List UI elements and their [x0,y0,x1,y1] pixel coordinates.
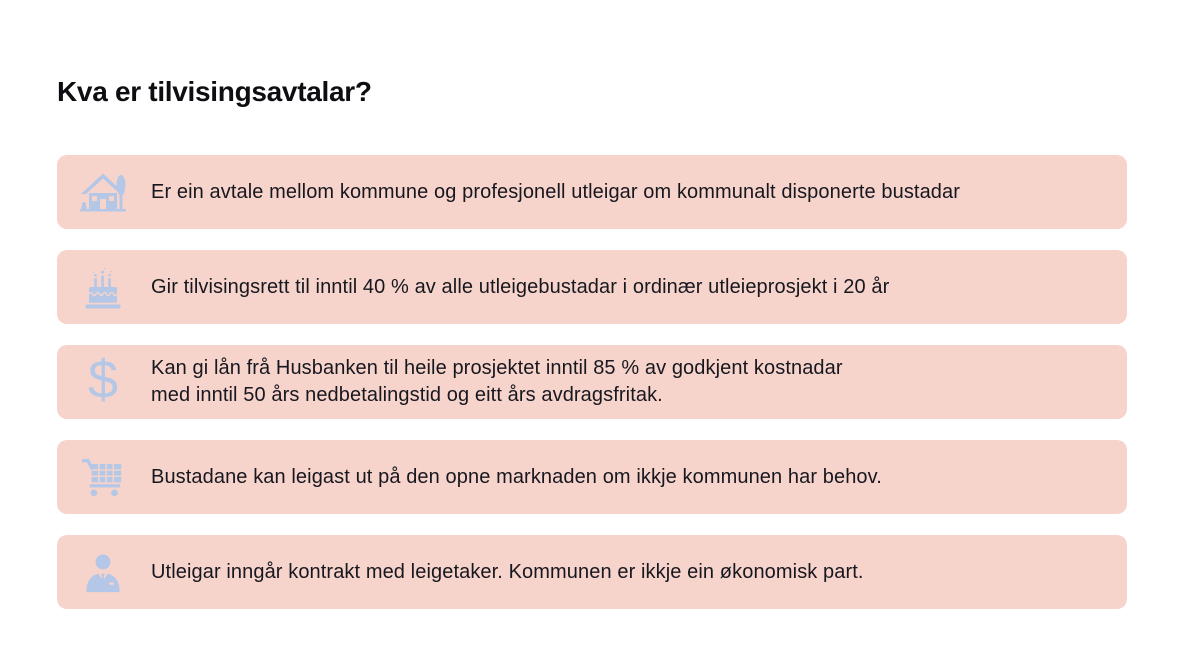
card-open-market: Bustadane kan leigast ut på den opne mar… [57,440,1127,514]
info-cards-list: Er ein avtale mellom kommune og profesjo… [57,155,1127,630]
card-loan: $ Kan gi lån frå Husbanken til heile pro… [57,345,1127,419]
birthday-cake-icon [77,263,129,311]
businessperson-icon [77,550,129,594]
card-text: Kan gi lån frå Husbanken til heile prosj… [151,357,843,406]
card-agreement: Er ein avtale mellom kommune og profesjo… [57,155,1127,229]
page-title: Kva er tilvisingsavtalar? [57,76,372,107]
house-with-tree-icon [77,170,129,214]
dollar-glyph: $ [87,350,119,410]
shopping-cart-icon [77,456,129,498]
dollar-sign-icon: $ [77,350,129,410]
card-text: Bustadane kan leigast ut på den opne mar… [151,465,882,488]
card-contract: Utleigar inngår kontrakt med leigetaker.… [57,535,1127,609]
card-tilvisingsrett: Gir tilvisingsrett til inntil 40 % av al… [57,250,1127,324]
card-text: Gir tilvisingsrett til inntil 40 % av al… [151,275,890,298]
card-text: Er ein avtale mellom kommune og profesjo… [151,180,960,203]
card-text: Utleigar inngår kontrakt med leigetaker.… [151,560,864,583]
